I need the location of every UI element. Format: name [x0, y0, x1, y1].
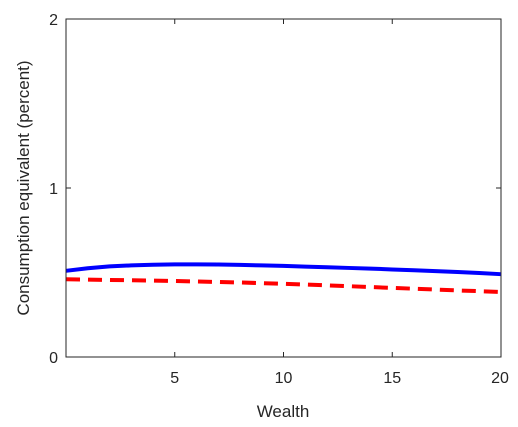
x-axis-label: Wealth — [257, 402, 310, 421]
series-line-dashed — [65, 277, 502, 294]
series-layer — [65, 262, 502, 294]
y-tick-label: 1 — [49, 181, 58, 198]
y-axis-label: Consumption equivalent (percent) — [14, 60, 33, 315]
series-line-solid — [65, 262, 502, 277]
y-tick-label: 0 — [49, 350, 58, 367]
x-tick-label: 15 — [383, 370, 401, 387]
x-tick-label: 10 — [275, 370, 293, 387]
plot-area — [66, 19, 501, 357]
x-tick-label: 20 — [491, 370, 509, 387]
ticks-layer: 5 10 15 20 0 1 2 — [49, 12, 509, 387]
x-tick-label: 5 — [170, 370, 179, 387]
y-tick-label: 2 — [49, 12, 58, 29]
